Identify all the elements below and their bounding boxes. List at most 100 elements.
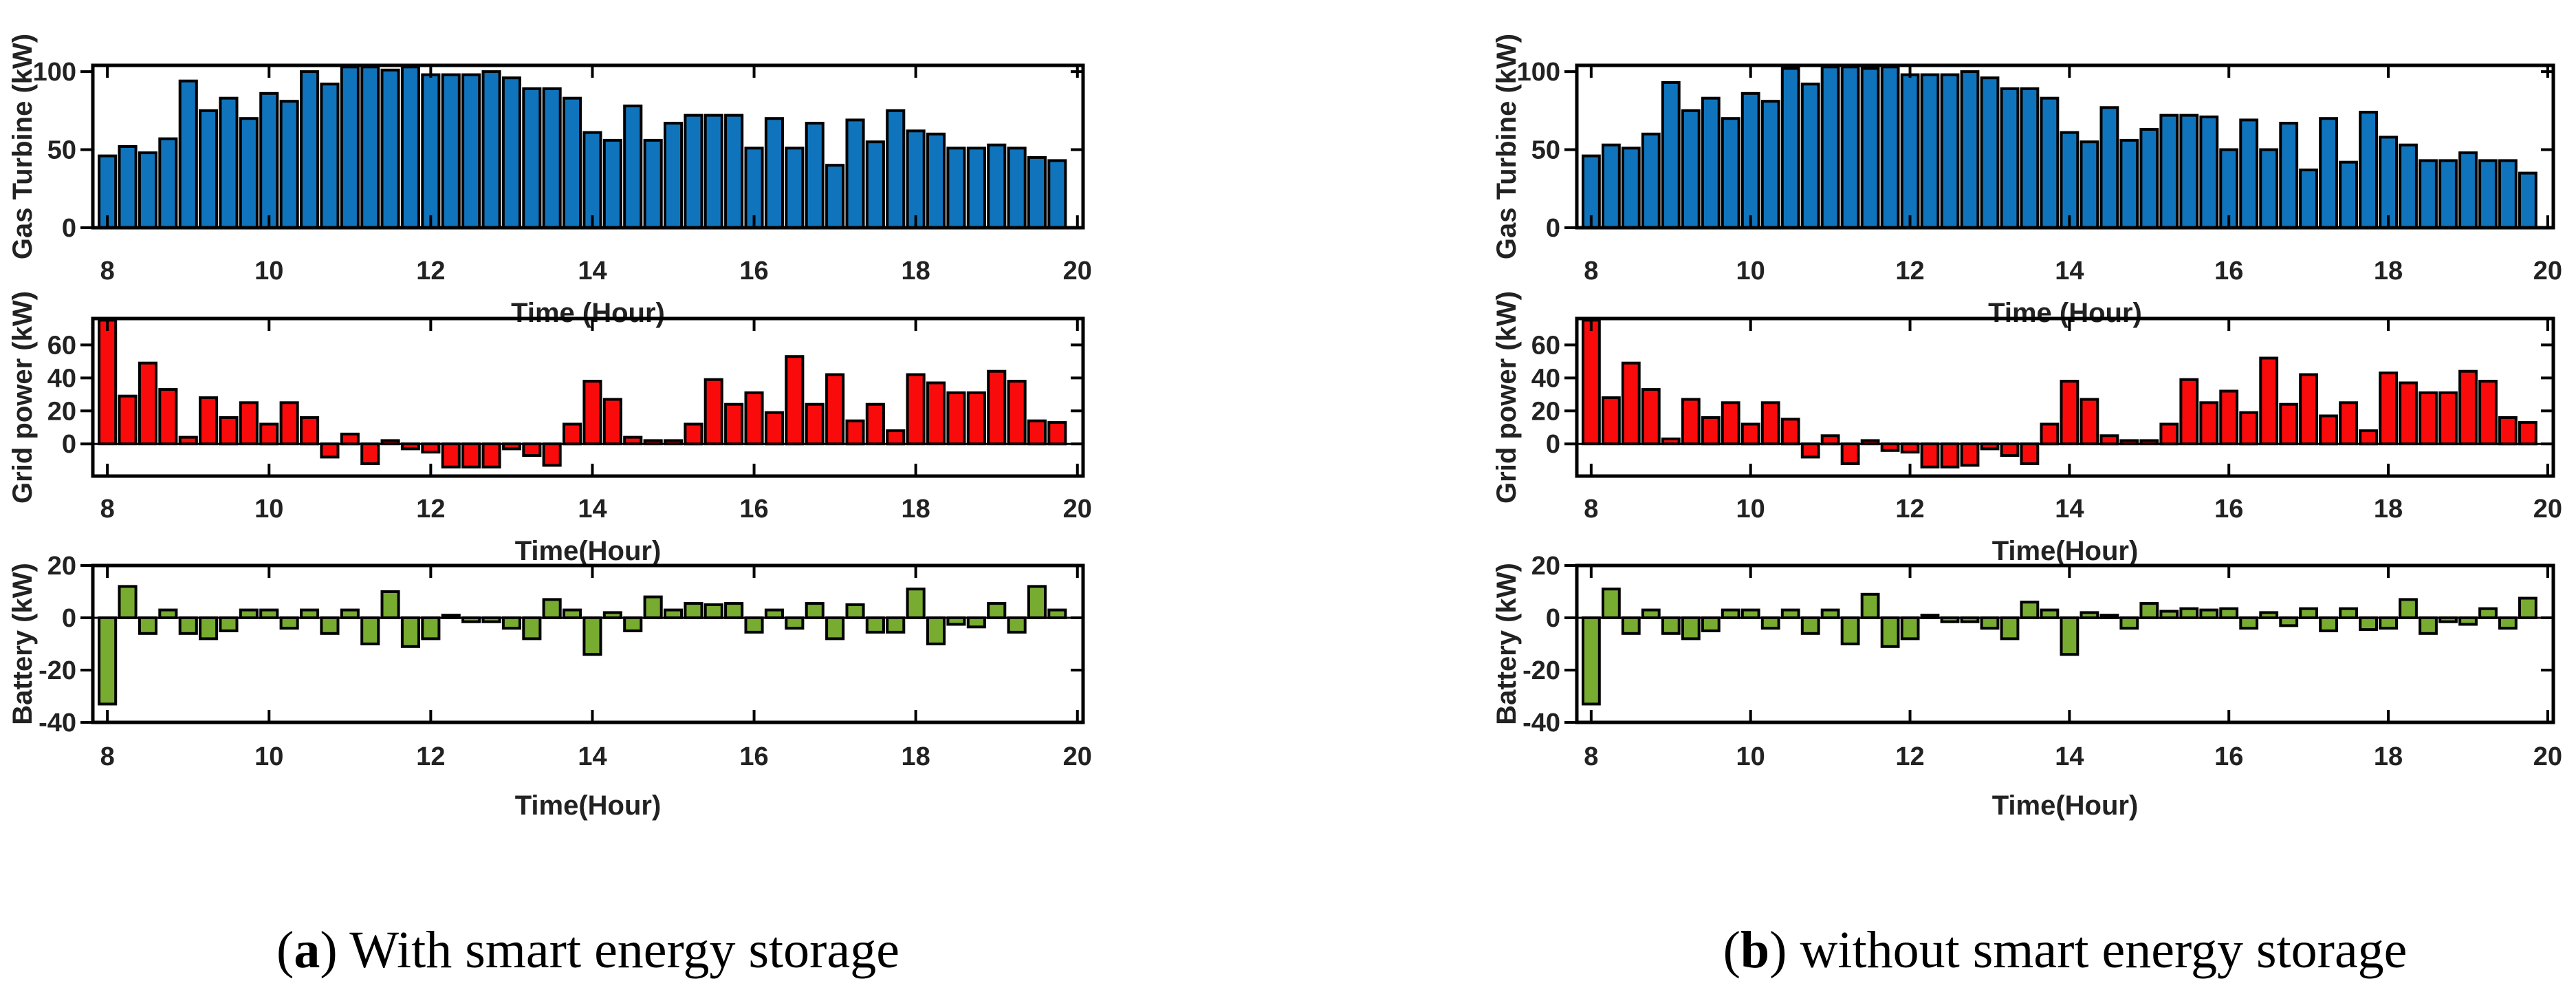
bar [1920, 442, 1940, 469]
bar [1860, 67, 1880, 229]
x-tick-label: 14 [578, 257, 607, 286]
bar [1681, 616, 1701, 641]
bar [2000, 442, 2020, 458]
y-axis-title: Battery (kW) [8, 563, 38, 725]
bar [2199, 401, 2219, 446]
bar [1701, 416, 1721, 446]
bar [966, 391, 986, 446]
x-tick-label: 12 [416, 257, 445, 286]
bar [886, 616, 906, 634]
bar [2299, 373, 2318, 446]
bar [178, 616, 198, 635]
bar [461, 442, 481, 469]
bar [1641, 132, 1661, 229]
bar [805, 122, 825, 229]
bar [1820, 434, 1840, 446]
y-axis-title: Grid power (kW) [1492, 291, 1522, 504]
bar [2478, 380, 2498, 446]
bar [1740, 422, 1760, 446]
bar [785, 616, 805, 630]
bar [886, 429, 906, 446]
x-tick-label: 18 [902, 495, 930, 524]
bar [501, 76, 522, 229]
y-tick-label: 40 [1531, 364, 1560, 393]
bar [805, 402, 825, 446]
bar [1940, 616, 1960, 623]
bar [2040, 422, 2060, 446]
bar [906, 588, 926, 620]
bar [602, 138, 622, 229]
x-tick-label: 12 [1895, 495, 1924, 524]
bar [886, 109, 906, 229]
bar [2438, 391, 2458, 446]
gas-turbine-chart-a: 8 10 12 14 16 18 20 0 50 100 Time (Hour) Gas Turbin… [8, 34, 1092, 328]
y-tick-label: 20 [1531, 552, 1560, 581]
x-tick-label: 8 [1584, 257, 1598, 286]
bar [582, 131, 602, 229]
bar [1641, 388, 1661, 446]
bar [602, 611, 622, 620]
bar [1047, 159, 1067, 229]
bar [664, 122, 684, 229]
bar [2159, 610, 2179, 619]
bar [2279, 402, 2299, 446]
bar [2498, 416, 2518, 446]
bar [2040, 96, 2060, 229]
bar [1027, 585, 1047, 620]
bar [845, 118, 865, 229]
bar [926, 132, 946, 229]
bar [2438, 159, 2458, 229]
bar [219, 96, 239, 229]
bar [623, 105, 643, 229]
bar [1602, 588, 1621, 620]
plot-frame [1575, 316, 2555, 478]
y-tick-label: 0 [1546, 214, 1560, 243]
x-tick-label: 10 [254, 257, 283, 286]
bar [2060, 616, 2080, 656]
bar [522, 616, 542, 641]
bar [966, 616, 986, 629]
bar [1820, 65, 1840, 229]
bar [744, 616, 764, 634]
bar [2518, 596, 2537, 619]
bar [380, 590, 400, 619]
bar [501, 442, 522, 451]
bar [1980, 76, 2000, 229]
bar [1740, 92, 1760, 229]
bar [2458, 151, 2478, 230]
bar [461, 616, 481, 623]
grid-power-chart-b: 8 10 12 14 16 18 20 0 20 40 60 Time(Hour) Grid power… [1492, 291, 2562, 566]
y-axis-title: Battery (kW) [1492, 563, 1522, 725]
bar [2518, 171, 2537, 230]
x-tick-label: 14 [2055, 742, 2084, 771]
bar [1980, 616, 2000, 630]
bar [724, 402, 744, 446]
bar [1920, 614, 1940, 620]
bar [2319, 616, 2338, 632]
x-tick-label: 8 [100, 742, 115, 771]
x-tick-label: 14 [578, 742, 607, 771]
plot-frame [91, 316, 1085, 478]
bar [582, 380, 602, 446]
bar [2020, 601, 2040, 620]
bar [1047, 421, 1067, 446]
bar [582, 616, 602, 656]
x-tick-label: 16 [2214, 495, 2243, 524]
bar [2458, 369, 2478, 446]
bar [1740, 608, 1760, 619]
bar [481, 442, 501, 469]
bar [300, 416, 320, 446]
bar [1800, 616, 1820, 635]
bar [2359, 616, 2378, 632]
bar [2020, 442, 2040, 466]
bar [1661, 616, 1681, 635]
bar [2259, 611, 2279, 620]
bar [643, 138, 663, 229]
bar [1780, 67, 1800, 229]
bar [643, 595, 663, 619]
bar [1900, 616, 1920, 641]
y-tick-label: 20 [47, 397, 76, 426]
plot-frame [1575, 563, 2555, 724]
bar [2379, 372, 2398, 446]
y-tick-label: -40 [1522, 709, 1560, 738]
